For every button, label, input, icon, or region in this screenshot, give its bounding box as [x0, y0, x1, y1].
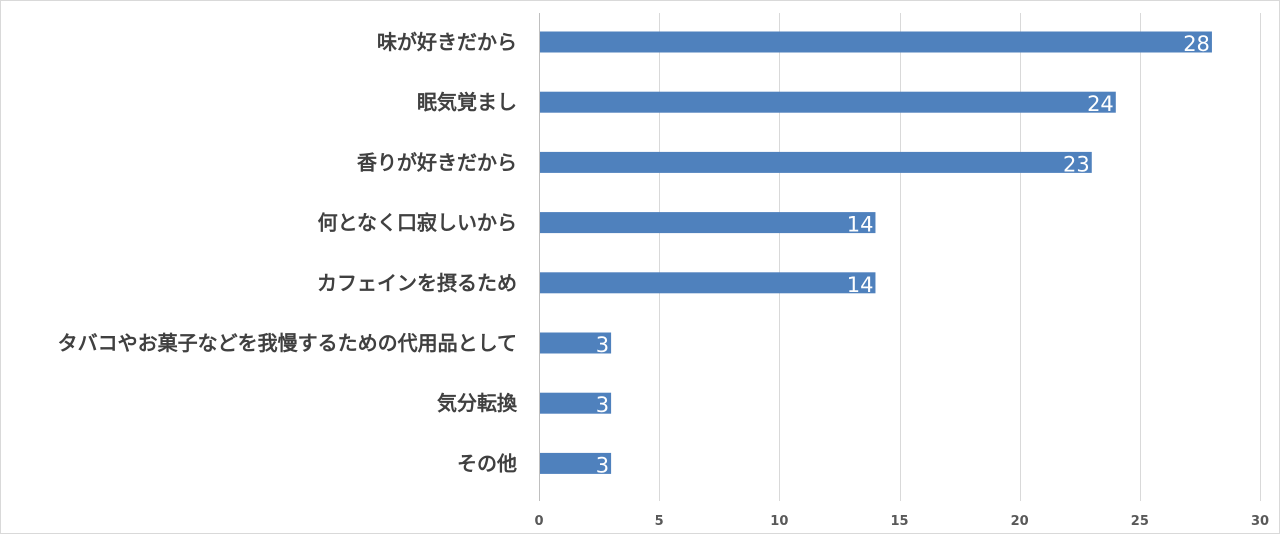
x-tick-label: 15	[890, 514, 908, 529]
x-tick-label: 25	[1131, 514, 1149, 529]
data-label: 24	[1087, 92, 1114, 116]
category-label: カフェインを摂るため	[317, 271, 517, 295]
x-tick-label: 20	[1011, 514, 1029, 529]
category-label: その他	[457, 451, 517, 475]
data-label: 3	[596, 393, 609, 417]
bar	[540, 452, 612, 474]
gridlines	[539, 13, 1261, 501]
bar	[540, 392, 612, 414]
x-tick-label: 5	[655, 514, 664, 529]
data-label: 23	[1063, 152, 1090, 176]
bar	[540, 31, 1212, 53]
bar	[540, 272, 876, 294]
x-tick-labels: 0 5 10 15 20 25 30	[534, 514, 1269, 529]
x-tick-label: 0	[534, 514, 543, 529]
category-labels: 味が好きだから眠気覚まし香りが好きだから何となく口寂しいからカフェインを摂るため…	[58, 30, 518, 475]
category-label: 何となく口寂しいから	[318, 211, 517, 235]
category-label: 味が好きだから	[377, 30, 517, 54]
category-label: 香りが好きだから	[357, 150, 517, 174]
data-label: 3	[596, 333, 609, 357]
bar	[540, 332, 612, 354]
data-label: 3	[596, 453, 609, 477]
category-label: タバコやお菓子などを我慢するための代用品として	[58, 331, 517, 355]
data-label: 14	[847, 213, 874, 237]
category-label: 気分転換	[437, 391, 518, 415]
data-labels: 28 24 23 14 14 3 3 3	[596, 32, 1210, 477]
x-tick-label: 10	[770, 514, 788, 529]
data-label: 14	[847, 273, 874, 297]
bar	[540, 151, 1092, 173]
category-label: 眠気覚まし	[417, 90, 517, 114]
data-label: 28	[1183, 32, 1210, 56]
bars	[540, 31, 1212, 474]
bar	[540, 91, 1116, 113]
bar	[540, 212, 876, 234]
x-tick-label: 30	[1251, 514, 1269, 529]
